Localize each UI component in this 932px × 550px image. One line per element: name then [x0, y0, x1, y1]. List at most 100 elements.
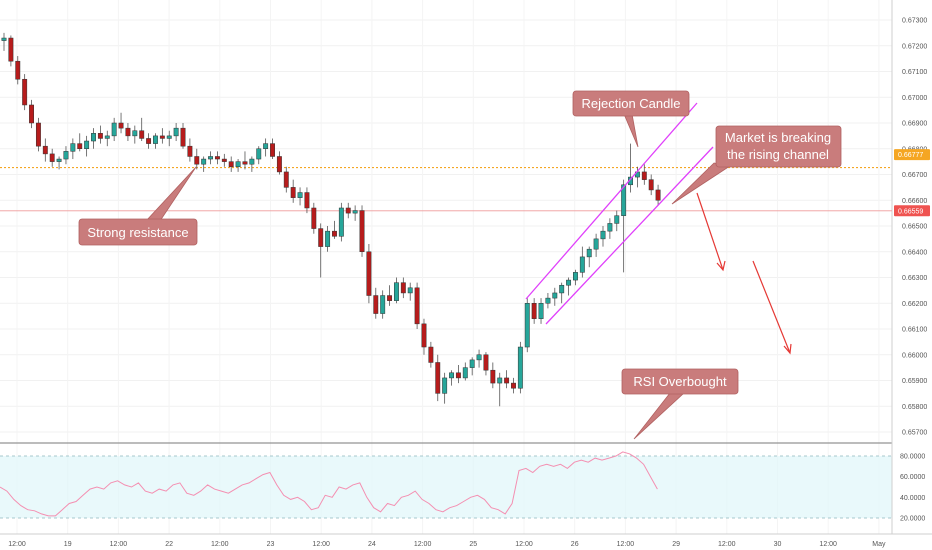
candle	[173, 123, 179, 142]
channel-lower-line[interactable]	[545, 146, 714, 325]
candle-body	[208, 156, 214, 160]
candle	[118, 112, 124, 134]
candle-body	[641, 171, 647, 180]
candle-body	[15, 60, 21, 80]
candle-body	[304, 192, 310, 209]
candle	[283, 166, 289, 193]
price-label-last-text: 0.66559	[898, 208, 923, 215]
candle	[180, 123, 186, 149]
candle	[29, 99, 34, 129]
candle	[201, 156, 207, 172]
candle	[221, 153, 227, 167]
price-tick-label: 0.65900	[902, 378, 927, 385]
rsi-axis[interactable]: 80.0000 60.0000 40.0000 20.0000	[900, 454, 925, 523]
time-tick-label: 29	[672, 541, 680, 548]
channel-upper-line[interactable]	[525, 102, 698, 300]
candle-body	[524, 303, 530, 348]
price-tick-label: 0.65700	[902, 430, 927, 437]
candle	[49, 148, 55, 167]
candle	[600, 226, 606, 247]
candle	[559, 282, 565, 304]
candle	[159, 128, 165, 144]
callout-pointer	[671, 162, 732, 205]
candle-body	[104, 135, 110, 139]
callout-strong-resistance[interactable]: Strong resistance	[78, 166, 198, 246]
callout-box	[621, 368, 739, 395]
price-label-resistance-text: 0.66777	[898, 152, 923, 159]
forecast-arrow-1-head	[716, 260, 726, 272]
candle	[42, 138, 48, 162]
candle-body	[573, 272, 578, 281]
candle-body	[242, 161, 248, 165]
candle-body	[380, 295, 386, 314]
time-tick-label: 12:00	[617, 541, 635, 548]
candle	[490, 362, 496, 389]
callout-text-market-breaking-line1: Market is breaking	[725, 130, 831, 145]
candle-body	[22, 78, 28, 106]
price-tick-label: 0.66300	[902, 275, 927, 282]
rising-channel[interactable]	[525, 102, 714, 325]
candle-body	[435, 362, 441, 394]
candle	[380, 290, 386, 319]
candle	[35, 117, 41, 152]
time-tick-label: 12:00	[110, 541, 128, 548]
candle	[345, 202, 351, 219]
candle-body	[400, 282, 406, 294]
time-tick-label: 24	[368, 541, 376, 548]
candle	[407, 282, 413, 301]
candle	[621, 179, 627, 273]
candle	[91, 128, 96, 149]
candle-body	[517, 346, 523, 389]
candle-body	[421, 323, 427, 348]
price-label-box	[894, 149, 930, 161]
price-tick-label: 0.67300	[902, 18, 927, 25]
candle	[311, 202, 317, 234]
candle	[524, 298, 530, 353]
price-axis[interactable]: 0.673000.672000.671000.670000.669000.668…	[902, 18, 927, 437]
candle-body	[442, 377, 448, 394]
candle-body	[132, 130, 138, 137]
callout-text-rejection-candle: Rejection Candle	[581, 96, 680, 111]
candle-body	[201, 158, 207, 165]
candle	[586, 246, 592, 268]
candle	[593, 233, 599, 257]
candle-body	[297, 192, 303, 198]
forecast-arrows	[696, 192, 792, 355]
time-tick-label: 12:00	[718, 541, 736, 548]
candle	[338, 202, 344, 242]
time-tick-label: 23	[267, 541, 275, 548]
candle-body	[600, 230, 606, 240]
candle	[8, 35, 14, 67]
candle	[538, 298, 544, 324]
time-tick-label: 25	[469, 541, 477, 548]
candle	[1, 32, 7, 51]
candle-body	[586, 248, 592, 258]
candle-body	[111, 122, 117, 137]
candle-body	[345, 207, 351, 214]
candle	[387, 285, 393, 306]
candle-body	[63, 151, 69, 160]
callout-rejection-candle[interactable]: Rejection Candle	[572, 90, 690, 148]
candle	[263, 138, 269, 157]
callout-market-breaking[interactable]: Market is breaking the rising channel	[671, 125, 842, 205]
candle	[435, 354, 441, 402]
forecast-arrow-1	[696, 192, 724, 271]
candle-body	[579, 256, 585, 273]
candle	[352, 205, 358, 221]
candle	[414, 282, 420, 329]
candle	[125, 123, 131, 142]
candle-body	[180, 127, 186, 147]
time-tick-label: 22	[165, 541, 173, 548]
candles	[1, 32, 661, 407]
candle-body	[283, 171, 289, 188]
callout-rsi-overbought[interactable]: RSI Overbought	[621, 368, 739, 440]
callout-pointer	[623, 113, 639, 148]
candle	[111, 117, 117, 142]
time-tick-label: 12:00	[414, 541, 432, 548]
time-tick-label: 12:00	[8, 541, 26, 548]
candle-body	[476, 354, 482, 361]
rsi-tick-label: 60.0000	[900, 474, 925, 481]
candle-body	[614, 215, 620, 224]
time-axis[interactable]: 12:00 19 12:00 22 12:00 23 12:00 24 12:00 25 12:00…	[8, 541, 886, 548]
